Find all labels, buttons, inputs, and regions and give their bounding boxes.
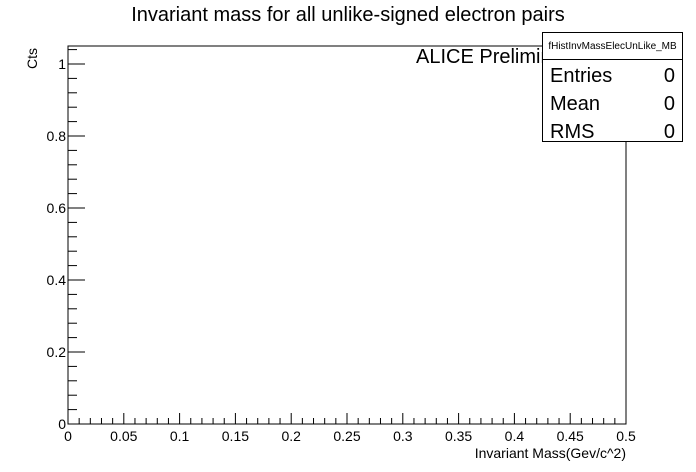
y-tick-label: 0 [58,416,66,432]
x-tick-label: 0.3 [393,428,413,444]
x-tick-label: 0.15 [222,428,249,444]
x-tick-label: 0.5 [616,428,636,444]
y-tick-label: 1 [58,56,66,72]
x-tick-label: 0.45 [557,428,584,444]
y-tick-label: 0.2 [47,344,67,360]
y-tick-label: 0.6 [47,200,67,216]
stats-row-entries: Entries 0 [550,62,675,90]
x-tick-label: 0.2 [281,428,301,444]
x-tick-label: 0.35 [445,428,472,444]
x-axis-label: Invariant Mass(Gev/c^2) [475,445,626,461]
x-tick-label: 0.05 [110,428,137,444]
stats-rms-value: 0 [663,121,675,143]
stats-histogram-name: fHistInvMassElecUnLike_MB [543,33,682,60]
stats-mean-label: Mean [550,93,601,115]
stats-box: fHistInvMassElecUnLike_MB Entries 0 Mean… [542,32,683,143]
x-tick-label: 0.1 [170,428,190,444]
stats-entries-value: 0 [663,65,675,87]
chart-title: Invariant mass for all unlike-signed ele… [131,4,565,26]
x-tick-label: 0.4 [505,428,525,444]
stats-row-rms: RMS 0 [550,118,675,146]
stats-rms-label: RMS [550,121,595,143]
alice-preliminary-annotation: ALICE Preliminary [416,46,580,68]
y-axis-label: Cts [24,48,40,69]
stats-mean-value: 0 [663,93,675,115]
stats-entries-label: Entries [550,65,613,87]
y-tick-label: 0.4 [47,272,67,288]
x-tick-label: 0 [64,428,72,444]
x-tick-label: 0.25 [333,428,360,444]
stats-row-mean: Mean 0 [550,90,675,118]
y-tick-label: 0.8 [47,128,67,144]
